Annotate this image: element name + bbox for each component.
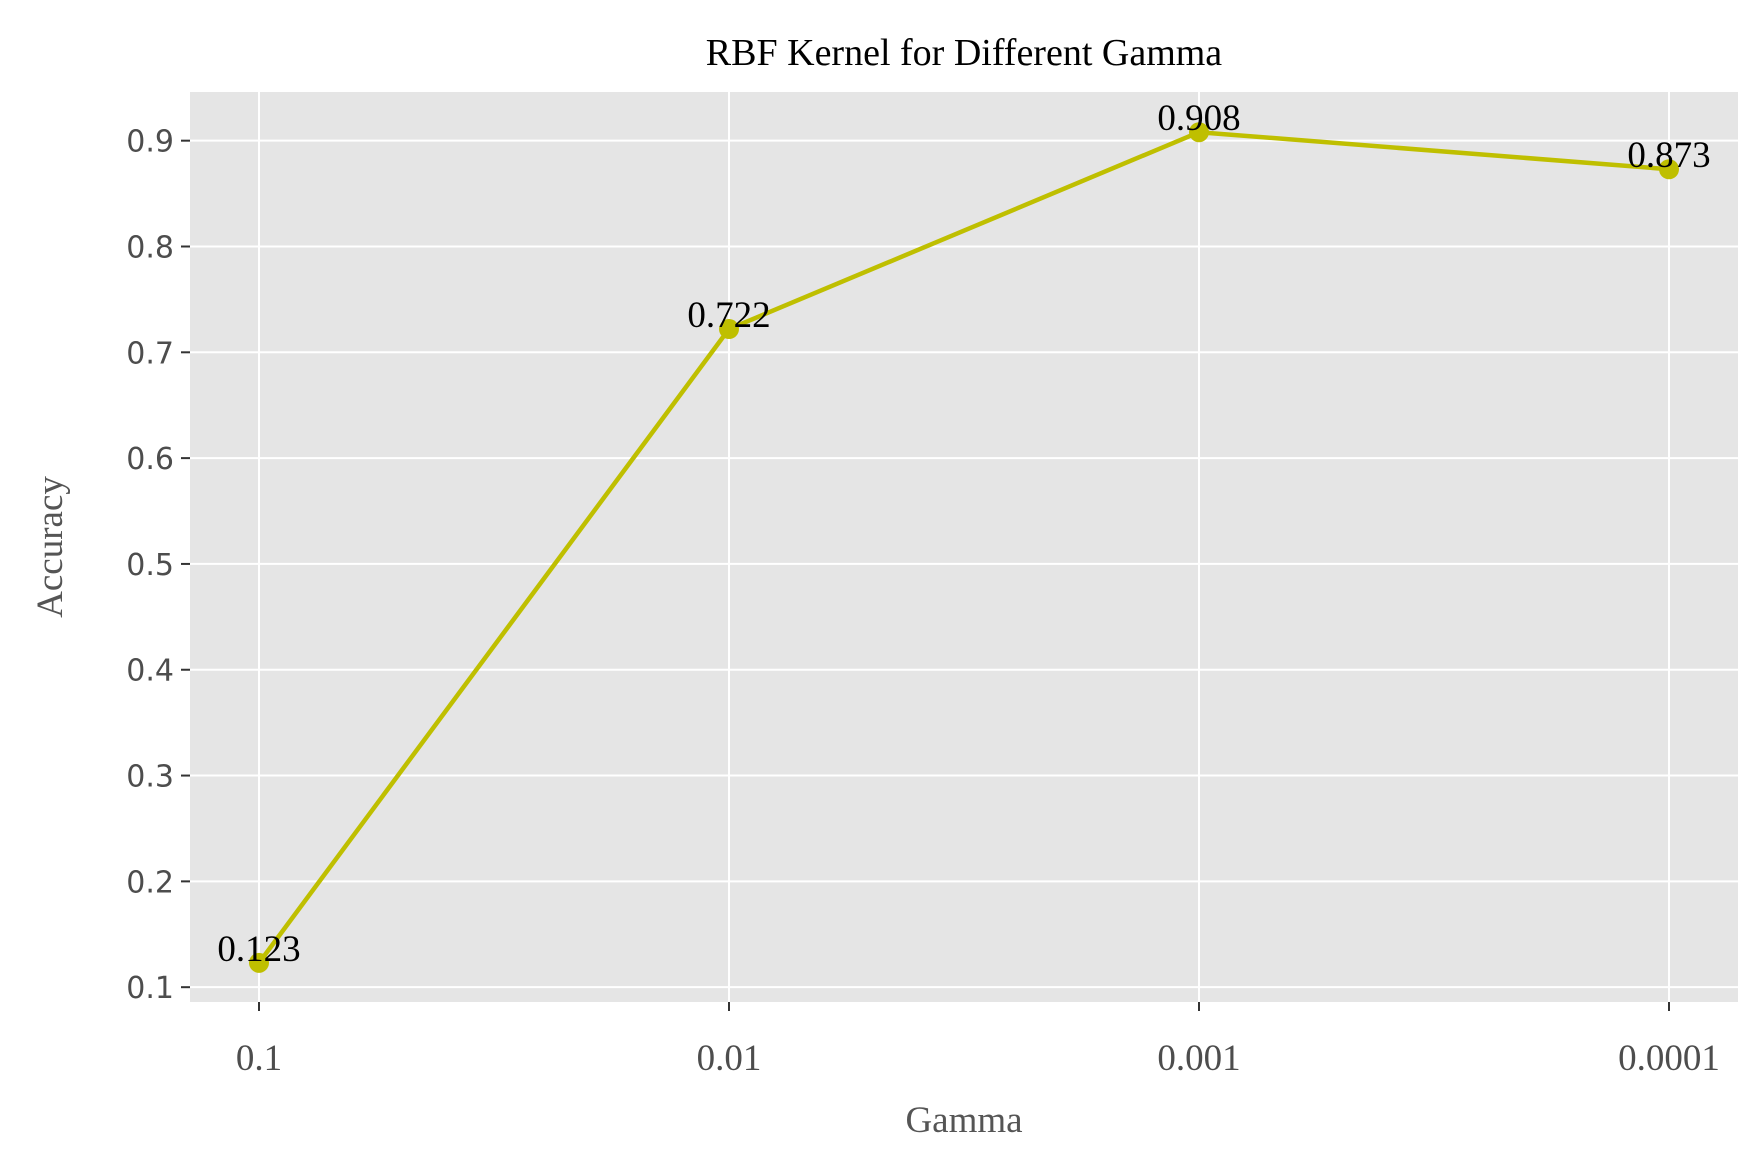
plot-background (190, 92, 1738, 1002)
x-tick-label: 0.001 (1157, 1038, 1240, 1079)
data-label: 0.722 (687, 295, 770, 336)
data-point (1659, 159, 1679, 180)
series (249, 122, 1679, 973)
y-ticks: 0.1 0.2 0.3 0.4 0.5 0.6 0.7 0.8 0.9 (126, 125, 190, 1006)
data-label: 0.123 (217, 929, 300, 970)
chart-title: RBF Kernel for Different Gamma (706, 32, 1223, 74)
y-tick-label: 0.7 (126, 336, 174, 371)
y-tick-label: 0.4 (126, 654, 174, 689)
y-axis-label: Accuracy (30, 476, 71, 618)
y-tick-label: 0.1 (126, 971, 174, 1006)
data-labels: 0.123 0.722 0.908 0.873 (217, 98, 1710, 970)
x-tick-label: 0.0001 (1618, 1038, 1720, 1079)
y-tick-label: 0.9 (126, 125, 174, 160)
x-gridlines (258, 92, 1670, 1002)
y-tick-label: 0.3 (126, 760, 174, 795)
x-ticks: 0.1 0.01 0.001 0.0001 (236, 1002, 1720, 1079)
y-tick-label: 0.2 (126, 865, 174, 900)
data-label: 0.908 (1157, 98, 1240, 139)
data-point (249, 952, 269, 973)
data-point (719, 319, 739, 340)
x-axis-label: Gamma (905, 1100, 1022, 1141)
data-label: 0.873 (1627, 135, 1710, 176)
y-tick-label: 0.6 (126, 442, 174, 477)
data-point (1189, 122, 1209, 143)
y-gridlines (190, 139, 1738, 989)
x-tick-label: 0.1 (236, 1038, 282, 1079)
y-tick-label: 0.5 (126, 548, 174, 583)
y-tick-label: 0.8 (126, 230, 174, 265)
series-line (257, 129, 1670, 965)
x-tick-label: 0.01 (697, 1038, 762, 1079)
